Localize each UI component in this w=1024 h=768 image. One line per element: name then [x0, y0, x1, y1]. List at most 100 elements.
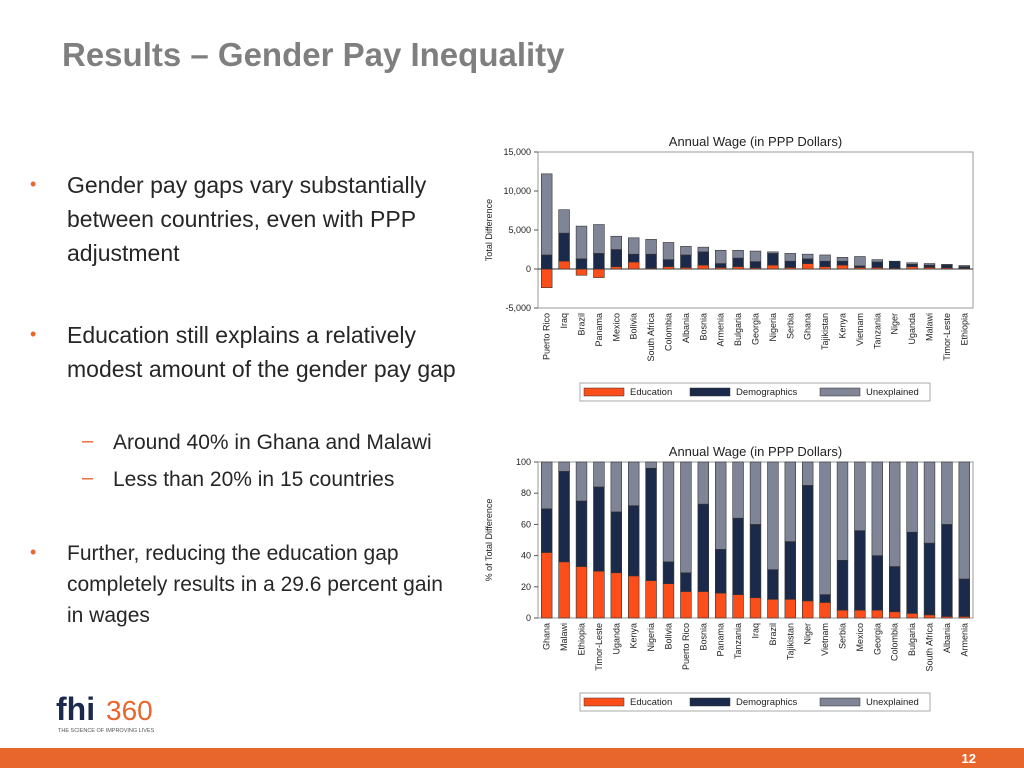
bar-segment-demographics: [923, 264, 936, 268]
chart-total-difference: Annual Wage (in PPP Dollars) 15,000 10,000…: [484, 134, 974, 402]
bar-segment-demographics: [836, 260, 849, 266]
bar-segment-demographics: [784, 260, 796, 268]
bar-segment-unexplained: [784, 461, 796, 542]
bar-segment-education: [593, 570, 605, 619]
legend-label: Education: [630, 387, 672, 398]
bar-segment-education: [802, 600, 814, 619]
bar-segment-unexplained: [610, 461, 622, 513]
bar-segment-education: [697, 264, 709, 270]
bar-segment-unexplained: [802, 253, 814, 260]
bar-segment-education: [889, 611, 901, 619]
x-tick-label: Georgia: [872, 623, 882, 655]
bar-segment-unexplained: [680, 461, 692, 574]
bullet-1: Gender pay gaps vary substantially betwe…: [67, 172, 427, 266]
bar-segment-demographics: [715, 263, 727, 268]
x-tick-label: Vietnam: [855, 313, 865, 346]
bar-segment-education: [732, 594, 744, 619]
x-tick-label: Panama: [716, 623, 726, 657]
bar-segment-demographics: [802, 258, 814, 264]
y-tick-label: 5,000: [508, 225, 531, 235]
x-tick-label: Albania: [942, 623, 952, 653]
x-tick-label: Armenia: [959, 623, 969, 657]
x-tick-label: Panama: [594, 313, 604, 347]
y-tick-label: 15,000: [503, 147, 531, 157]
bullet-marker: •: [30, 324, 37, 344]
bar-segment-demographics: [941, 524, 953, 617]
bar-segment-unexplained: [593, 224, 605, 254]
logo-mark: fhi 360 THE SCIENCE OF IMPROVING LIVES: [56, 691, 155, 734]
bar-segment-education: [697, 591, 709, 619]
bar-segment-demographics: [889, 566, 901, 613]
x-tick-label: Bulgaria: [733, 313, 743, 346]
bar-segment-demographics: [628, 253, 640, 263]
chart-percent-difference: Annual Wage (in PPP Dollars) 100 80 60 40 20 0…: [484, 444, 974, 712]
x-tick-label: Iraq: [559, 313, 569, 329]
bar-segment-education: [906, 613, 918, 619]
bar-segment-demographics: [610, 511, 622, 574]
bar-segment-unexplained: [889, 461, 901, 567]
x-tick-label: Uganda: [907, 313, 917, 345]
legend-swatch: [689, 697, 731, 707]
bar-segment-unexplained: [906, 262, 918, 265]
bar-segment-demographics: [697, 503, 709, 592]
sub-bullet-2: Less than 20% in 15 countries: [113, 468, 395, 491]
bar-segment-unexplained: [749, 250, 762, 262]
bar-segment-unexplained: [941, 264, 953, 266]
x-tick-label: Nigeria: [768, 313, 778, 342]
bar-segment-demographics: [575, 500, 588, 567]
x-tick-label: Bulgaria: [907, 623, 917, 656]
bar-segment-demographics: [662, 259, 675, 267]
bar-segment-unexplained: [906, 461, 918, 533]
x-tick-label: South Africa: [925, 623, 935, 672]
sub-bullet-marker: –: [82, 430, 94, 452]
bar-segment-demographics: [575, 258, 588, 270]
fhi360-logo: fhi 360 THE SCIENCE OF IMPROVING LIVES: [56, 688, 166, 741]
bar-segment-demographics: [715, 549, 727, 594]
bar-segment-unexplained: [958, 265, 970, 267]
x-tick-label: Mexico: [611, 313, 621, 342]
bar-segment-demographics: [593, 253, 605, 270]
bar-segment-unexplained: [767, 461, 779, 570]
x-tick-label: Uganda: [611, 623, 621, 655]
bar-segment-education: [662, 583, 675, 619]
bar-segment-education: [541, 268, 553, 289]
bar-segment-unexplained: [819, 461, 831, 595]
bar-segment-education: [906, 266, 918, 270]
bar-segment-unexplained: [836, 257, 849, 262]
y-tick-label: -5,000: [505, 303, 531, 313]
bar-segment-education: [854, 609, 866, 619]
legend-swatch: [819, 697, 861, 707]
bar-segment-unexplained: [558, 461, 570, 472]
legend-label: Demographics: [736, 697, 797, 708]
x-tick-label: Ghana: [803, 313, 813, 340]
legend-label: Demographics: [736, 387, 797, 398]
legend-label: Unexplained: [866, 387, 919, 398]
bar-segment-education: [836, 609, 849, 619]
sub-bullet-1: Around 40% in Ghana and Malawi: [113, 431, 432, 454]
bar-segment-demographics: [645, 467, 657, 581]
bar-segment-unexplained: [871, 461, 883, 556]
legend-swatch: [819, 387, 861, 397]
bar-segment-education: [715, 592, 727, 619]
legend-swatch: [689, 387, 731, 397]
x-tick-label: Puerto Rico: [681, 623, 691, 670]
bar-segment-demographics: [610, 249, 622, 267]
y-tick-label: 20: [521, 582, 531, 592]
bar-segment-unexplained: [715, 249, 727, 264]
x-tick-label: Bolivia: [664, 623, 674, 650]
bar-segment-unexplained: [819, 254, 831, 262]
y-axis-label: % of Total Difference: [484, 499, 494, 582]
bar-segment-demographics: [941, 264, 953, 269]
y-tick-label: 100: [516, 457, 531, 467]
bar-segment-demographics: [558, 471, 570, 563]
x-tick-label: Niger: [803, 623, 813, 645]
bar-segment-unexplained: [541, 461, 553, 510]
x-tick-label: Ethiopia: [577, 623, 587, 656]
y-tick-label: 0: [526, 613, 531, 623]
x-tick-label: Colombia: [890, 623, 900, 661]
bar-segment-unexplained: [854, 461, 866, 531]
bar-segment-education: [662, 266, 675, 270]
bar-segment-unexplained: [784, 253, 796, 262]
bullet-3: Further, reducing the education gap comp…: [67, 542, 443, 627]
x-tick-label: Iraq: [751, 623, 761, 639]
